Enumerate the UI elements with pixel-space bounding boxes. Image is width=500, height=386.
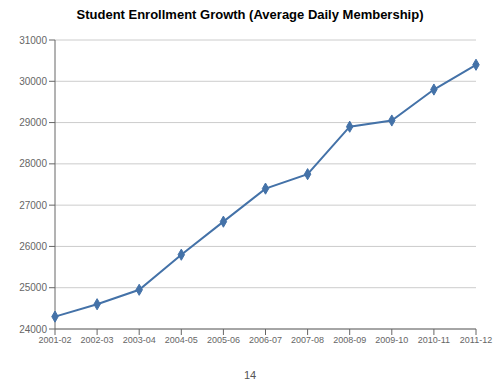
svg-text:2001-02: 2001-02 [38, 335, 71, 345]
svg-text:30000: 30000 [19, 76, 47, 87]
svg-text:28000: 28000 [19, 158, 47, 169]
html-text:Student Enrollment Growth (Ave: Student Enrollment Growth (Average Daily… [76, 7, 424, 22]
svg-text:2009-10: 2009-10 [375, 335, 408, 345]
svg-text:2007-08: 2007-08 [291, 335, 324, 345]
svg-text:2008-09: 2008-09 [333, 335, 366, 345]
svg-text:2010-11: 2010-11 [418, 335, 450, 345]
svg-text:31000: 31000 [19, 35, 47, 46]
svg-text:26000: 26000 [19, 241, 47, 252]
html-text:14: 14 [243, 369, 257, 381]
svg-text:2002-03: 2002-03 [81, 335, 114, 345]
svg-text:24000: 24000 [19, 324, 47, 335]
svg-text:27000: 27000 [19, 200, 47, 211]
svg-text:2011-12: 2011-12 [460, 335, 492, 345]
svg-text:2004-05: 2004-05 [165, 335, 198, 345]
svg-text:2006-07: 2006-07 [249, 335, 282, 345]
svg-text:2003-04: 2003-04 [123, 335, 156, 345]
svg-text:29000: 29000 [19, 117, 47, 128]
svg-text:2005-06: 2005-06 [207, 335, 240, 345]
svg-text:25000: 25000 [19, 282, 47, 293]
